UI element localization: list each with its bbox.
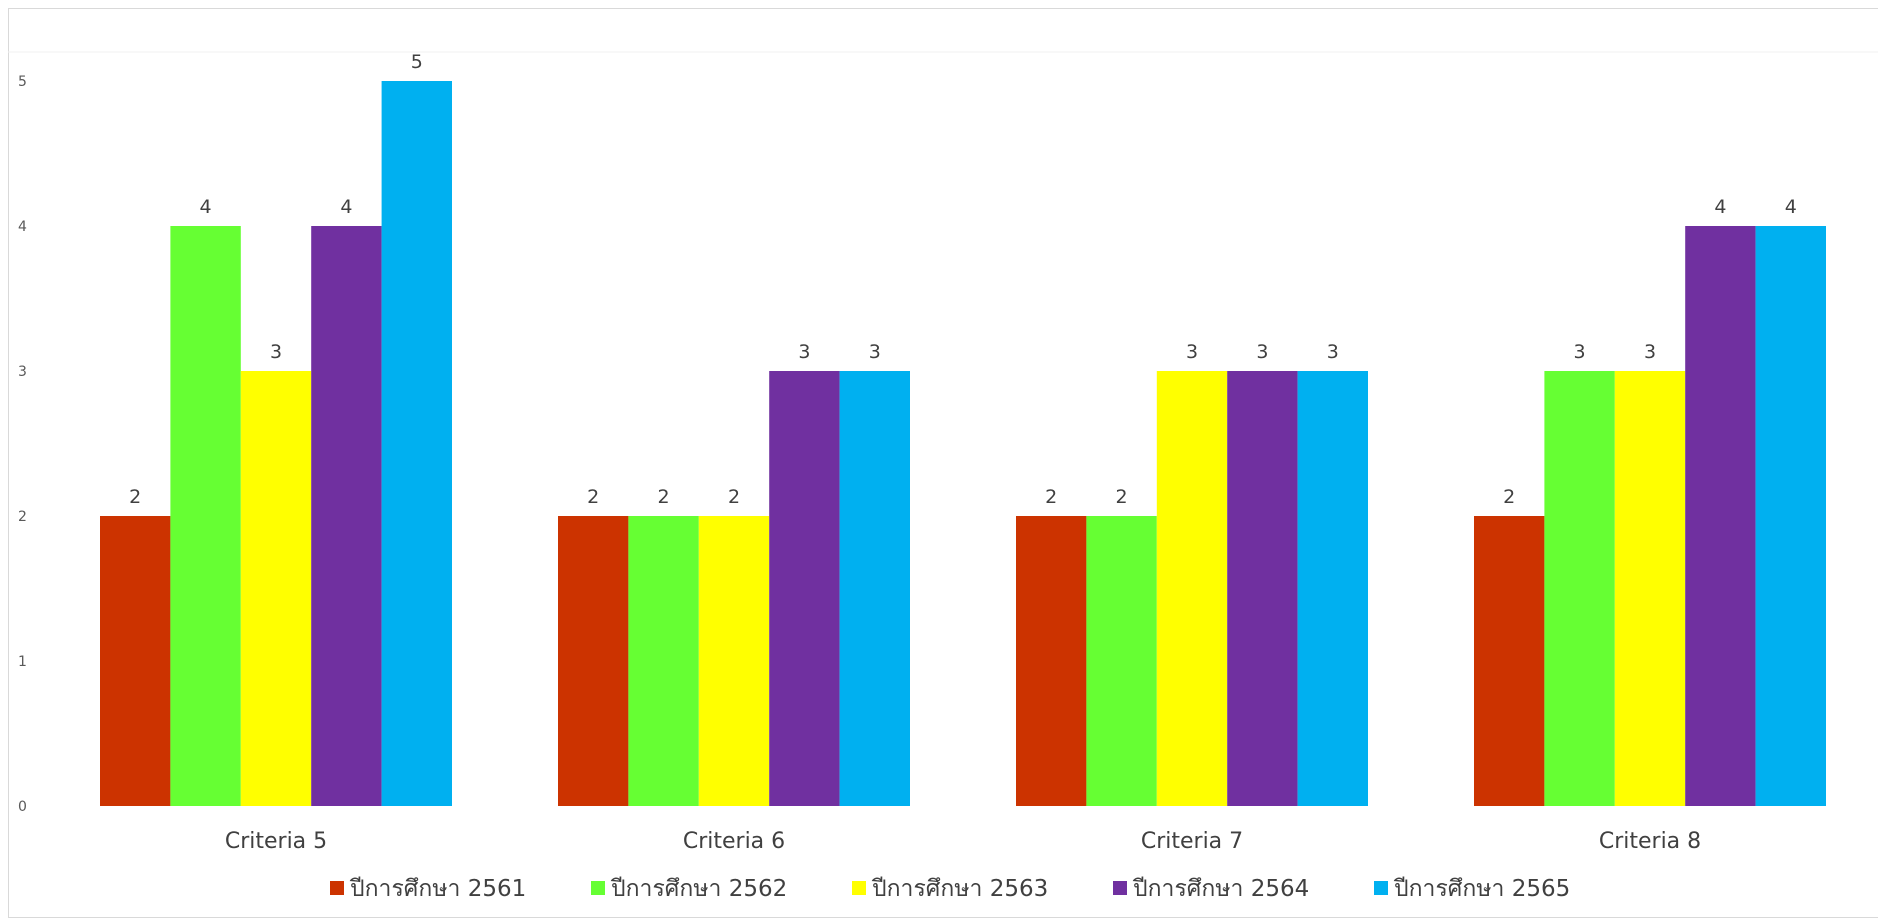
bar [1297,371,1368,806]
legend-label: ปีการศึกษา 2564 [1132,876,1309,902]
legend-swatch [1113,881,1127,895]
legend-item: ปีการศึกษา 2562 [591,876,787,902]
x-tick-label: Criteria 6 [683,829,785,854]
x-tick-label: Criteria 7 [1141,829,1243,854]
bar [1474,516,1545,806]
bar [698,516,770,806]
x-axis: Criteria 5 Criteria 6 Criteria 7 Criteria 8 [225,829,1701,854]
data-label: 4 [1785,196,1797,218]
y-tick-label: 2 [18,509,27,525]
x-tick-label: Criteria 5 [225,829,327,854]
data-label: 2 [1116,486,1128,508]
data-label: 2 [1045,486,1057,508]
x-tick-label: Criteria 8 [1599,829,1701,854]
legend-item: ปีการศึกษา 2561 [330,876,526,902]
bar [381,81,452,806]
data-label: 3 [1186,341,1198,363]
y-tick-label: 3 [18,364,27,380]
legend-swatch [852,881,866,895]
legend-item: ปีการศึกษา 2564 [1113,876,1309,902]
legend-swatch [330,881,344,895]
y-tick-label: 0 [18,799,27,815]
data-label: 3 [1327,341,1339,363]
bar [240,371,312,806]
data-label: 3 [270,341,282,363]
data-label: 3 [1574,341,1586,363]
data-label: 3 [1644,341,1656,363]
data-labels: 2 4 3 4 5 2 2 2 3 3 2 2 3 3 3 2 3 3 4 4 [129,51,1797,508]
data-label: 2 [1503,486,1515,508]
bar [769,371,840,806]
data-label: 4 [340,196,352,218]
bar [1755,226,1826,806]
legend-item: ปีการศึกษา 2563 [852,876,1048,902]
bar [1685,226,1756,806]
y-tick-label: 5 [18,74,27,90]
data-label: 5 [411,51,423,73]
data-label: 2 [658,486,670,508]
y-axis: 0 1 2 3 4 5 [18,74,27,815]
legend-label: ปีการศึกษา 2565 [1393,876,1570,902]
bars [100,81,1826,806]
bar [170,226,241,806]
bar [311,226,382,806]
legend-swatch [1374,881,1388,895]
data-label: 3 [869,341,881,363]
legend-label: ปีการศึกษา 2561 [349,876,526,902]
legend-label: ปีการศึกษา 2563 [871,876,1048,902]
bar [1227,371,1298,806]
data-label: 4 [200,196,212,218]
y-tick-label: 4 [18,219,27,235]
data-label: 2 [728,486,740,508]
y-tick-label: 1 [18,654,27,670]
legend-swatch [591,881,605,895]
legend-label: ปีการศึกษา 2562 [610,876,787,902]
data-label: 2 [129,486,141,508]
legend: ปีการศึกษา 2561 ปีการศึกษา 2562 ปีการศึกษา… [330,876,1570,902]
data-label: 2 [587,486,599,508]
bar [100,516,171,806]
data-label: 3 [798,341,810,363]
bar [1614,371,1686,806]
bar [1156,371,1228,806]
bar [839,371,910,806]
bar [1016,516,1087,806]
bar [1086,516,1157,806]
bar [628,516,699,806]
bar [558,516,629,806]
data-label: 3 [1256,341,1268,363]
legend-item: ปีการศึกษา 2565 [1374,876,1570,902]
bar [1544,371,1615,806]
data-label: 4 [1714,196,1726,218]
